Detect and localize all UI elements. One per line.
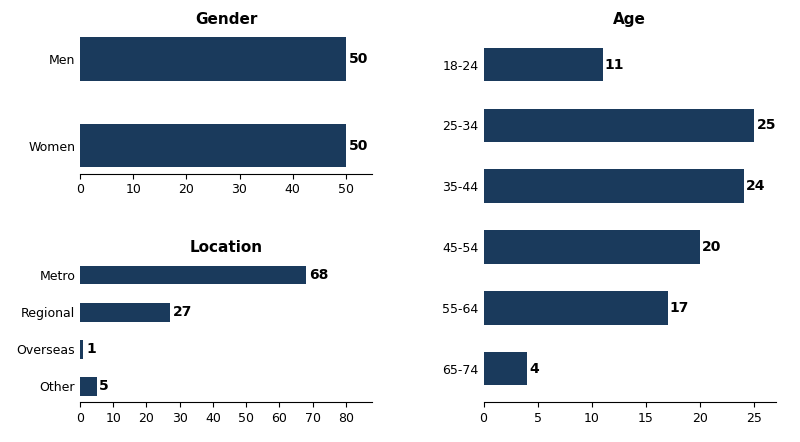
Bar <box>483 291 668 324</box>
Text: 27: 27 <box>172 305 192 319</box>
Bar <box>80 124 346 167</box>
Bar <box>483 48 602 81</box>
Bar <box>483 230 700 264</box>
Title: Age: Age <box>614 12 646 27</box>
Text: 1: 1 <box>86 343 96 356</box>
Text: 24: 24 <box>746 179 765 193</box>
Text: 25: 25 <box>757 118 776 132</box>
Text: 20: 20 <box>702 240 722 254</box>
Text: 11: 11 <box>605 57 624 72</box>
Bar <box>483 169 743 203</box>
Title: Gender: Gender <box>195 12 258 27</box>
Bar <box>483 352 527 385</box>
Bar <box>80 266 306 285</box>
Text: 5: 5 <box>99 379 109 393</box>
Text: 17: 17 <box>670 301 690 315</box>
Bar <box>80 303 170 321</box>
Text: 68: 68 <box>309 268 328 282</box>
Text: 50: 50 <box>349 139 368 152</box>
Title: Location: Location <box>190 240 262 255</box>
Bar <box>80 377 97 396</box>
Bar <box>80 340 83 358</box>
Text: 50: 50 <box>349 52 368 66</box>
Bar <box>483 109 754 142</box>
Text: 4: 4 <box>529 362 539 376</box>
Bar <box>80 38 346 81</box>
